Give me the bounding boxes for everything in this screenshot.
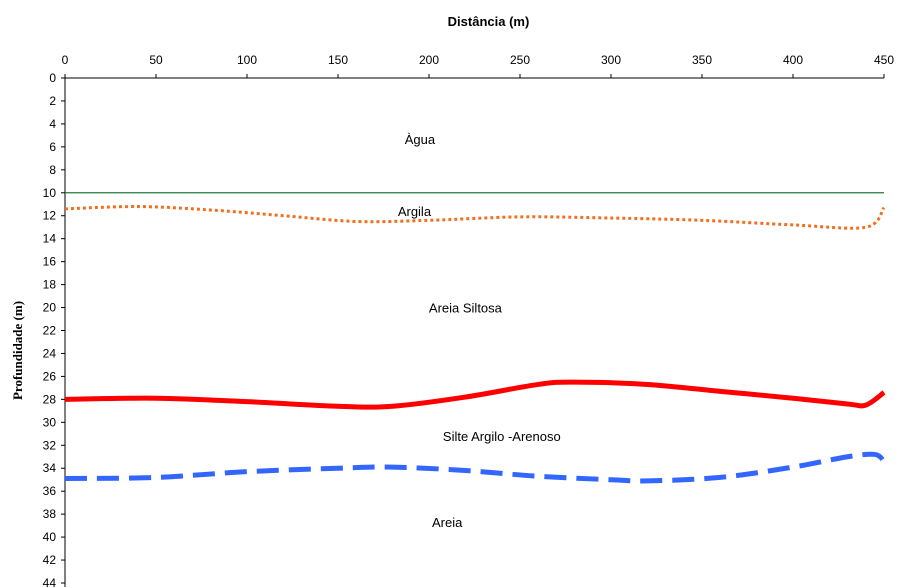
y-tick-label: 8 (49, 163, 56, 177)
y-tick-label: 30 (43, 415, 57, 429)
y-tick-label: 20 (43, 301, 57, 315)
y-tick-label: 40 (43, 530, 57, 544)
y-tick-label: 12 (43, 209, 57, 223)
y-tick-label: 10 (43, 186, 57, 200)
y-tick-label: 44 (43, 576, 57, 587)
label-clay: Argila (398, 204, 432, 219)
x-tick-label: 150 (328, 53, 348, 67)
label-silty-sand: Areia Siltosa (429, 301, 503, 316)
x-tick-label: 350 (692, 53, 712, 67)
x-tick-label: 300 (601, 53, 621, 67)
x-tick-label: 0 (62, 53, 69, 67)
y-tick-label: 28 (43, 392, 57, 406)
y-tick-label: 34 (43, 461, 57, 475)
x-axis-title: Distância (m) (448, 14, 530, 29)
x-tick-label: 100 (237, 53, 257, 67)
y-tick-label: 26 (43, 369, 57, 383)
y-tick-label: 38 (43, 507, 57, 521)
y-tick-label: 6 (49, 140, 56, 154)
x-tick-label: 450 (874, 53, 894, 67)
x-tick-label: 200 (419, 53, 439, 67)
label-silt: Silte Argilo -Arenoso (443, 429, 561, 444)
x-tick-label: 250 (510, 53, 530, 67)
y-tick-label: 32 (43, 438, 57, 452)
y-tick-label: 16 (43, 255, 57, 269)
silty-sand-base-line (64, 379, 886, 410)
y-tick-label: 0 (49, 71, 56, 85)
y-axis-title: Profundidade (m) (10, 301, 25, 400)
y-tick-label: 42 (43, 553, 57, 567)
clay-base-line (64, 205, 886, 230)
x-tick-label: 50 (149, 53, 163, 67)
y-tick-label: 36 (43, 484, 57, 498)
label-water: Àgua (405, 132, 436, 147)
y-tick-label: 18 (43, 278, 57, 292)
y-tick-label: 22 (43, 324, 57, 338)
y-tick-label: 4 (49, 117, 56, 131)
y-tick-label: 14 (43, 232, 57, 246)
x-tick-label: 400 (783, 53, 803, 67)
y-tick-label: 24 (43, 346, 57, 360)
label-sand: Areia (432, 515, 463, 530)
y-tick-label: 2 (49, 94, 56, 108)
silt-base-line (64, 451, 886, 484)
